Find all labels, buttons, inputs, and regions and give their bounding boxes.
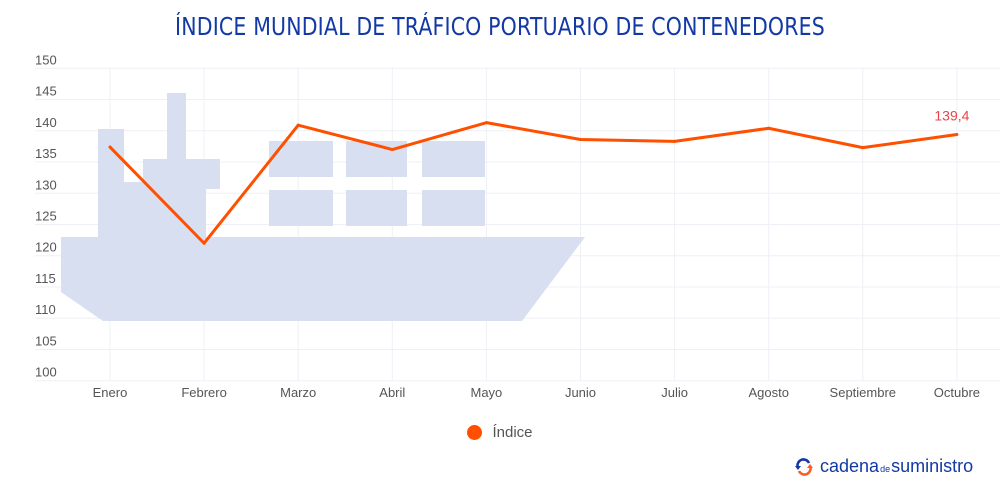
y-tick-label: 105 — [35, 333, 57, 348]
ship-icon — [61, 93, 585, 321]
y-tick-label: 110 — [35, 302, 56, 317]
x-tick-label: Febrero — [181, 385, 227, 400]
data-labels: 139,4 — [934, 108, 969, 124]
x-tick-label: Octubre — [934, 385, 980, 400]
data-label: 139,4 — [934, 108, 969, 124]
x-tick-label: Junio — [565, 385, 596, 400]
data-point — [390, 148, 394, 152]
x-tick-label: Mayo — [471, 385, 503, 400]
line-chart: 100 105 110 115 120 125 130 135 140 145 150 Enero F… — [35, 52, 1000, 400]
data-point — [579, 138, 582, 142]
logo: cadenadesuministro — [794, 456, 973, 477]
x-axis: Enero Febrero Marzo Abril Mayo Junio Julio Agos… — [93, 385, 980, 400]
data-point — [296, 123, 300, 127]
data-point — [202, 241, 206, 245]
y-tick-label: 140 — [35, 115, 57, 130]
legend-marker — [467, 425, 483, 440]
refresh-arrows-icon — [795, 457, 813, 476]
chart-title: ÍNDICE MUNDIAL DE TRÁFICO PORTUARIO DE C… — [175, 12, 825, 41]
data-point — [673, 139, 677, 143]
x-tick-label: Septiembre — [830, 385, 896, 400]
x-tick-label: Abril — [379, 385, 405, 400]
y-tick-label: 100 — [35, 365, 57, 380]
y-tick-label: 145 — [35, 84, 57, 99]
x-tick-label: Enero — [93, 385, 128, 400]
y-tick-label: 130 — [35, 177, 57, 192]
y-tick-label: 150 — [35, 52, 57, 67]
series-line — [108, 121, 958, 245]
series-indice — [108, 121, 959, 245]
y-axis: 100 105 110 115 120 125 130 135 140 145 150 — [35, 52, 57, 379]
legend[interactable]: Índice — [0, 424, 1000, 441]
x-tick-label: Julio — [661, 385, 688, 400]
data-point — [767, 126, 771, 130]
y-tick-label: 125 — [35, 209, 57, 224]
y-tick-label: 115 — [35, 271, 56, 286]
data-point — [955, 133, 959, 137]
y-tick-label: 135 — [35, 146, 57, 161]
y-tick-label: 120 — [35, 240, 57, 255]
data-point — [108, 145, 112, 149]
legend-label: Índice — [492, 424, 533, 441]
data-point — [484, 121, 488, 125]
x-tick-label: Marzo — [280, 385, 316, 400]
data-point — [861, 146, 865, 150]
x-tick-label: Agosto — [748, 385, 788, 400]
